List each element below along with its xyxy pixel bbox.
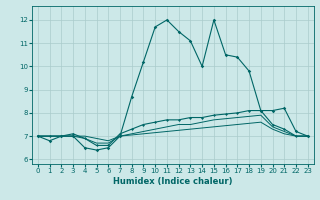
- X-axis label: Humidex (Indice chaleur): Humidex (Indice chaleur): [113, 177, 233, 186]
